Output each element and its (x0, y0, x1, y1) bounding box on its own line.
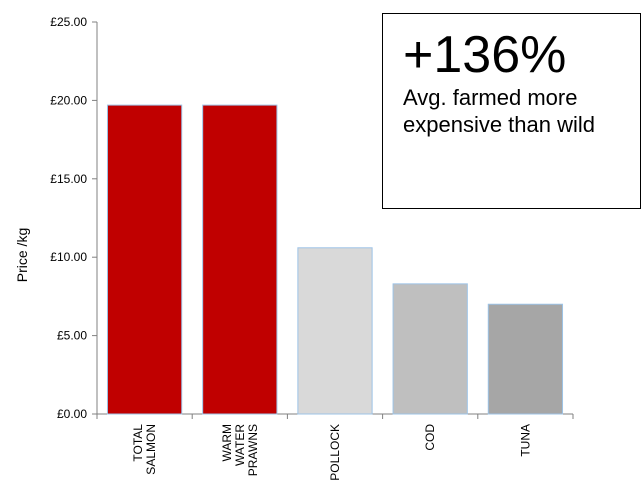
x-tick-label: POLLOCK (328, 424, 342, 481)
x-tick-label-line: SALMON (144, 424, 158, 475)
bar (202, 104, 278, 415)
x-tick-label-line: WARM (220, 424, 234, 462)
bar (106, 104, 183, 415)
y-tick-label: £15.00 (50, 172, 87, 186)
bar (487, 303, 564, 415)
y-tick-label: £25.00 (50, 15, 87, 29)
category-labels: TOTAL SALMON WARM WATER PRAWNS POLLOCK COD TUNA (131, 424, 532, 481)
callout-box: +136% Avg. farmed more expensive than wi… (382, 13, 641, 209)
x-tick-label: COD (423, 424, 437, 451)
callout-headline: +136% (403, 26, 567, 84)
y-tick-label: £10.00 (50, 250, 87, 264)
y-tick-label: £20.00 (50, 93, 87, 107)
x-tick-label-line: COD (423, 424, 437, 451)
y-tick-label: £5.00 (57, 329, 87, 343)
x-tick-label-line: TOTAL (131, 424, 145, 462)
y-tick-label: £0.00 (57, 407, 87, 421)
x-tick-label-line: WATER (233, 424, 247, 466)
bar (297, 247, 373, 415)
x-tick-label: TUNA (518, 424, 532, 457)
x-tick-label: TOTAL SALMON (131, 424, 158, 475)
callout-body: Avg. farmed more expensive than wild (403, 85, 596, 137)
x-axis (96, 413, 574, 419)
y-axis: £0.00 £5.00 £10.00 £15.00 £20.00 £25.00 (50, 15, 98, 421)
x-tick-label-line: PRAWNS (246, 424, 260, 476)
x-tick-label-line: TUNA (518, 424, 532, 457)
bar (392, 283, 468, 415)
y-axis-title: Price /kg (14, 228, 30, 282)
x-tick-label-line: POLLOCK (328, 424, 342, 481)
bars (106, 104, 564, 415)
x-tick-label: WARM WATER PRAWNS (220, 424, 260, 477)
